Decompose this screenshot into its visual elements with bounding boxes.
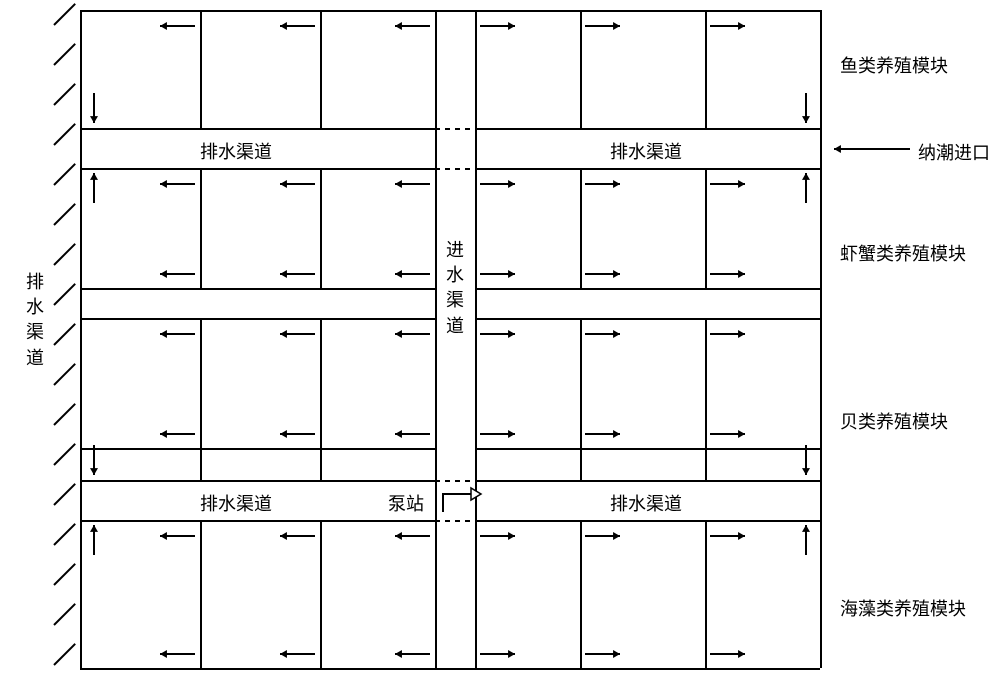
label-intake: 进水渠道: [446, 238, 464, 339]
label-drain-left: 排水渠道: [26, 270, 44, 371]
label-fish: 鱼类养殖模块: [840, 52, 948, 78]
label-seaweed: 海藻类养殖模块: [840, 595, 966, 621]
label-drain-2-right: 排水渠道: [610, 490, 682, 516]
label-shrimp: 虾蟹类养殖模块: [840, 240, 966, 266]
label-shellfish: 贝类养殖模块: [840, 408, 948, 434]
label-drain-1-right: 排水渠道: [610, 138, 682, 164]
label-drain-2-left: 排水渠道: [200, 490, 272, 516]
label-drain-1-left: 排水渠道: [200, 138, 272, 164]
label-pump: 泵站: [388, 490, 424, 516]
label-tide-inlet: 纳潮进口: [918, 139, 990, 165]
diagram-canvas: 排水渠道进水渠道排水渠道排水渠道排水渠道排水渠道泵站鱼类养殖模块纳潮进口虾蟹类养…: [0, 0, 1000, 685]
